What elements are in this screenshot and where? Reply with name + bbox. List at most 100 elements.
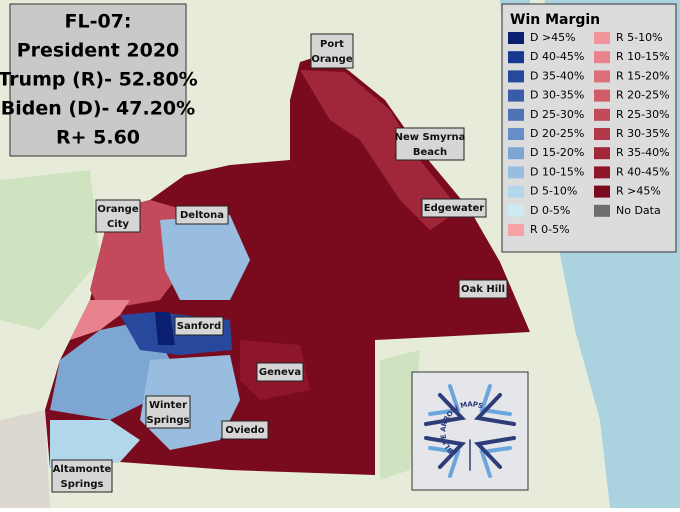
legend-swatch (508, 185, 524, 198)
legend-label: No Data (616, 204, 661, 217)
legend-label: D 20-25% (530, 127, 584, 140)
place-text: Orange (311, 54, 352, 65)
precincts (50, 420, 140, 468)
legend-label: R 0-5% (530, 223, 570, 236)
title-line: FL-07: (64, 11, 131, 33)
logo-background (411, 371, 529, 491)
svg-text:City: City (107, 219, 130, 230)
park (0, 170, 100, 330)
legend-label: D 5-10% (530, 185, 577, 198)
svg-text:Oak Hill: Oak Hill (461, 284, 505, 295)
place-text: Springs (61, 479, 104, 490)
title-line: Biden (D)- 47.20% (1, 98, 195, 120)
legend-swatch (508, 51, 524, 64)
legend-label: R 15-20% (616, 69, 670, 82)
place-text: Oviedo (225, 425, 264, 436)
svg-text:Sanford: Sanford (177, 321, 221, 332)
place-label: Geneva (256, 362, 304, 382)
place-label: New Smyrna Beach (395, 127, 466, 161)
title-background (9, 3, 187, 157)
legend-label: R 25-30% (616, 108, 670, 121)
place-label: Altamonte Springs (51, 459, 113, 493)
legend-swatch (594, 51, 610, 64)
logo: BLUE ARROW MAPS (411, 371, 529, 491)
place-label: Port Orange (310, 33, 354, 69)
legend-label: R 35-40% (616, 146, 670, 159)
place-label: Oviedo (221, 420, 269, 440)
place-text: Sanford (177, 321, 221, 332)
legend-label: R 40-45% (616, 165, 670, 178)
legend-label: D 35-40% (530, 69, 584, 82)
svg-text:Orange: Orange (311, 54, 352, 65)
place-text: Deltona (180, 210, 224, 221)
place-text: New Smyrna (395, 132, 466, 143)
legend-label: R 5-10% (616, 31, 663, 44)
svg-text:Deltona: Deltona (180, 210, 224, 221)
legend-swatch (594, 108, 610, 121)
svg-text:Beach: Beach (413, 147, 447, 158)
place-text: Beach (413, 147, 447, 158)
place-text: Orange (97, 204, 138, 215)
urban (0, 410, 50, 508)
title-line: President 2020 (17, 40, 180, 62)
legend-swatch (594, 185, 610, 198)
place-label: Edgewater (421, 198, 487, 218)
svg-text:Port: Port (320, 39, 344, 50)
svg-text:Winter: Winter (149, 400, 187, 411)
logo-arrows (424, 384, 516, 478)
title-box: FL-07: President 2020 Trump (R)- 52.80% … (0, 3, 198, 157)
legend-label: D 40-45% (530, 50, 584, 63)
svg-text:Oviedo: Oviedo (225, 425, 264, 436)
legend-label: D >45% (530, 31, 576, 44)
legend-swatch (594, 204, 610, 217)
legend-swatch (594, 32, 610, 44)
place-text: Edgewater (424, 203, 484, 214)
legend-swatch (508, 204, 524, 217)
legend-swatch (508, 224, 524, 236)
legend-label: D 25-30% (530, 108, 584, 121)
legend-swatch (508, 108, 524, 121)
legend-swatch (594, 128, 610, 140)
legend-label: R 30-35% (616, 127, 670, 140)
svg-text:New Smyrna: New Smyrna (395, 132, 466, 143)
legend-swatch (508, 32, 524, 44)
legend-label: R 10-15% (616, 50, 670, 63)
legend-label: R 20-25% (616, 89, 670, 102)
place-label: Sanford (174, 316, 224, 336)
legend-swatch (594, 70, 610, 83)
precincts (300, 70, 460, 230)
title-line: R+ 5.60 (56, 127, 140, 149)
legend-label: D 15-20% (530, 146, 584, 159)
place-text: Altamonte (53, 464, 112, 475)
legend-swatch (508, 166, 524, 179)
legend-background (501, 3, 677, 253)
legend-swatch (594, 89, 610, 102)
precincts (155, 312, 175, 345)
legend-label: D 10-15% (530, 165, 584, 178)
svg-text:Altamonte: Altamonte (53, 464, 112, 475)
legend-swatch (508, 89, 524, 102)
legend-swatch (508, 128, 524, 140)
title-line: Trump (R)- 52.80% (0, 69, 198, 91)
place-label: Orange City (95, 199, 141, 233)
precincts (70, 300, 130, 340)
svg-text:Edgewater: Edgewater (424, 203, 484, 214)
place-text: Springs (147, 415, 190, 426)
place-label: Oak Hill (458, 279, 508, 299)
legend-label: D 30-35% (530, 89, 584, 102)
legend-swatch (594, 166, 610, 179)
place-text: Geneva (259, 367, 301, 378)
place-label: Winter Springs (145, 395, 191, 429)
precincts (160, 215, 250, 300)
svg-text:Springs: Springs (61, 479, 104, 490)
place-text: Winter (149, 400, 187, 411)
legend-title: Win Margin (510, 12, 600, 28)
svg-text:Geneva: Geneva (259, 367, 301, 378)
place-text: Port (320, 39, 344, 50)
legend-swatch (508, 70, 524, 83)
legend: Win Margin D >45% D 40-45% D 35-40% D 30-35… (501, 3, 677, 253)
svg-text:Springs: Springs (147, 415, 190, 426)
park (380, 350, 420, 480)
legend-swatch (594, 147, 610, 160)
